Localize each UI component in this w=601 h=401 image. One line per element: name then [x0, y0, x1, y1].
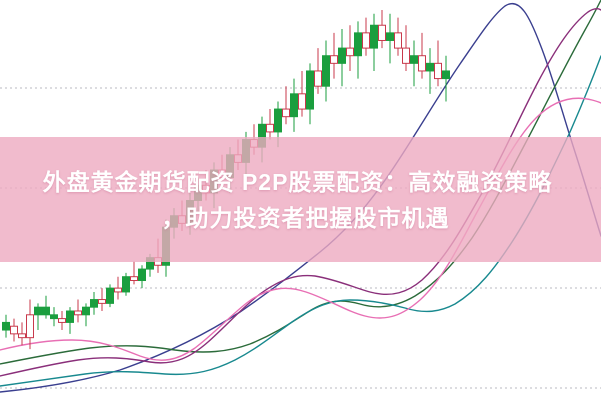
candle-body: [90, 299, 98, 308]
candle-body: [18, 333, 26, 339]
candle-body: [66, 310, 74, 323]
candle-body: [10, 325, 18, 335]
headline-banner: 外盘黄金期货配资 P2P股票配资：高效融资策略 ，助力投资者把握股市机遇: [0, 137, 601, 262]
candle-body: [2, 321, 10, 331]
candle-body: [362, 32, 370, 49]
candle-body: [266, 123, 274, 133]
candle-body: [402, 47, 410, 64]
ma10-line: [0, 7, 601, 377]
candle-body: [274, 108, 282, 133]
ma30-line: [0, 0, 601, 365]
candle-body: [338, 47, 346, 64]
candle-body: [314, 70, 322, 87]
candle-body: [106, 287, 114, 304]
headline-line-1: 外盘黄金期货配资 P2P股票配资：高效融资策略: [42, 168, 553, 195]
candle-body: [74, 310, 82, 316]
candle-body: [130, 276, 138, 282]
candle-body: [298, 93, 306, 110]
candle-body: [410, 55, 418, 64]
candle-body: [306, 70, 314, 110]
candle-body: [354, 32, 362, 57]
candle-body: [282, 108, 290, 118]
candle-body: [418, 55, 426, 72]
candle-body: [330, 55, 338, 64]
candle-body: [58, 318, 66, 323]
candle-body: [370, 24, 378, 49]
candle-body: [426, 62, 434, 72]
candle-body: [322, 55, 330, 87]
candle-body: [114, 287, 122, 293]
candle-body: [82, 306, 90, 316]
candle-body: [98, 299, 106, 304]
candle-body: [290, 93, 298, 118]
candle-body: [42, 306, 50, 316]
ma5-line: [0, 97, 601, 361]
candle-body: [378, 24, 386, 41]
candle-body: [34, 306, 42, 316]
candle-body: [434, 62, 442, 80]
candle-body: [386, 32, 394, 41]
candle-body: [50, 314, 58, 320]
candle-body: [442, 70, 450, 80]
headline-line-2: ，助力投资者把握股市机遇: [161, 204, 450, 231]
candle-body: [26, 314, 34, 339]
candle-body: [122, 276, 130, 293]
candle-body: [138, 268, 146, 282]
candle-body: [394, 32, 402, 49]
candle-body: [346, 47, 354, 57]
